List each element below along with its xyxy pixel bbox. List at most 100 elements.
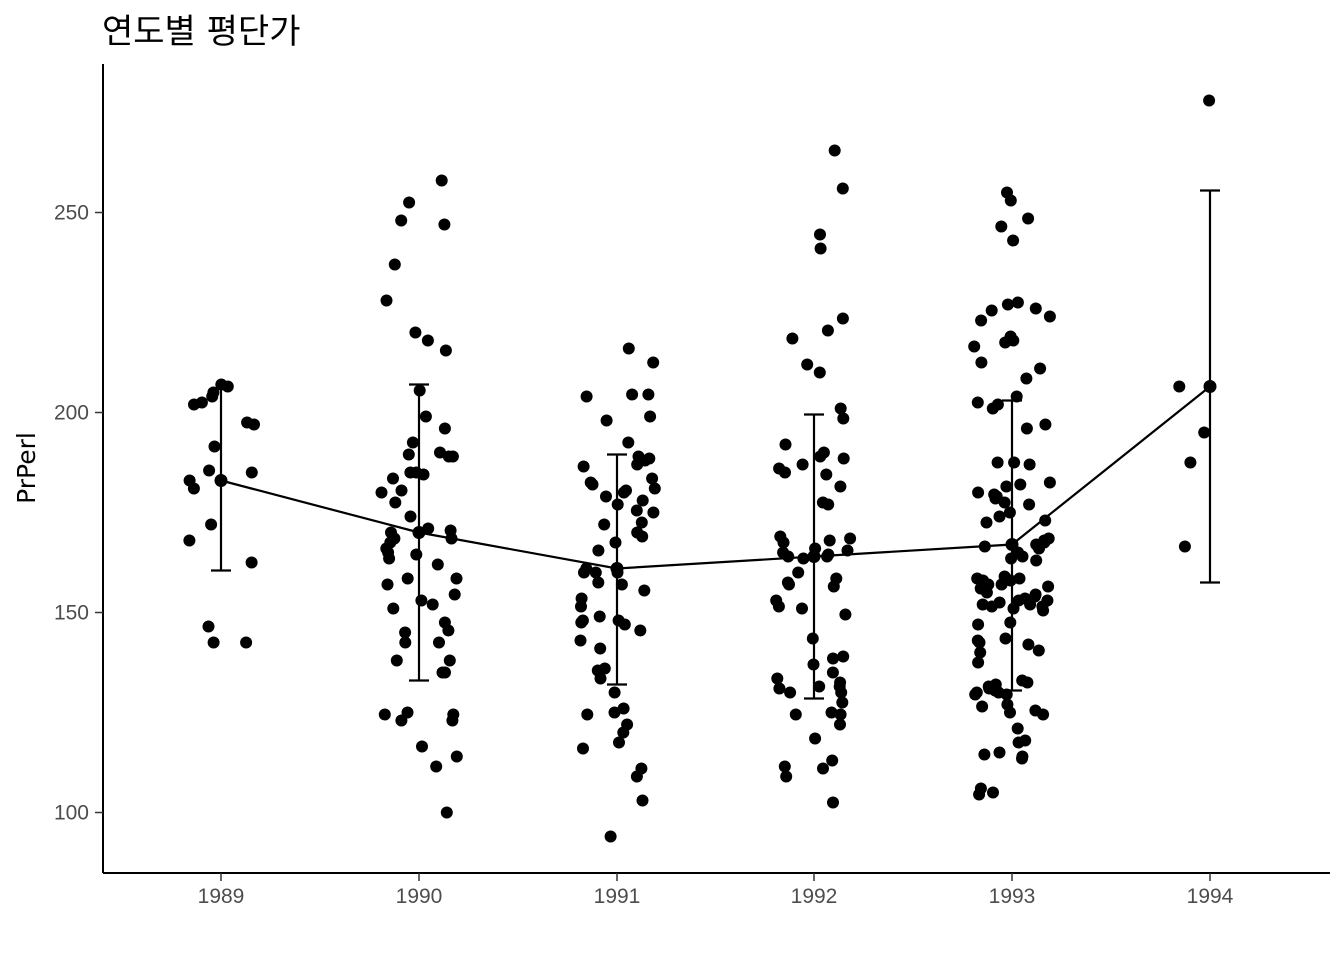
data-point	[772, 600, 785, 613]
data-point	[598, 518, 611, 531]
data-point	[980, 516, 993, 529]
data-point	[415, 594, 428, 607]
data-point	[593, 610, 606, 623]
data-point	[1024, 598, 1037, 611]
data-point	[972, 618, 985, 631]
data-point	[839, 608, 852, 621]
data-point	[817, 762, 829, 775]
data-point	[995, 220, 1008, 233]
ticks-layer: 100 150 200 250 1989 1990 1991 1992 1993 1994	[54, 202, 1234, 909]
data-point	[771, 672, 784, 685]
y-tick-label: 200	[54, 402, 89, 425]
data-point	[600, 490, 612, 503]
data-point	[630, 770, 643, 783]
data-point	[995, 578, 1008, 591]
data-point	[1039, 514, 1052, 527]
data-point	[1004, 706, 1016, 719]
data-point	[241, 416, 254, 429]
data-point	[389, 496, 402, 509]
data-point	[1030, 554, 1043, 567]
data-point	[207, 636, 220, 649]
data-point	[426, 598, 439, 611]
data-point	[435, 174, 448, 187]
data-point	[648, 482, 661, 495]
data-point	[443, 654, 456, 667]
data-point	[976, 700, 989, 713]
data-point	[783, 578, 795, 591]
data-point	[1007, 602, 1020, 615]
data-point	[993, 510, 1006, 523]
data-point	[378, 708, 391, 721]
data-point	[399, 636, 412, 649]
data-point	[577, 742, 589, 755]
mean-point	[807, 550, 821, 563]
data-point	[575, 600, 587, 613]
data-point	[1003, 506, 1016, 519]
data-point	[594, 672, 607, 685]
data-point	[404, 466, 417, 479]
data-point	[991, 456, 1004, 469]
data-point	[801, 358, 814, 371]
data-point	[844, 532, 857, 545]
data-point	[622, 436, 635, 449]
data-point	[821, 324, 834, 337]
data-point	[390, 654, 403, 667]
data-point	[183, 474, 196, 487]
data-point	[993, 746, 1006, 759]
data-point	[406, 436, 419, 449]
data-point	[975, 356, 988, 369]
data-point	[796, 458, 809, 471]
data-point	[380, 294, 393, 307]
data-point	[827, 580, 840, 593]
data-point	[609, 536, 622, 549]
data-point	[820, 468, 833, 481]
x-tick-label: 1991	[594, 885, 641, 908]
data-point	[826, 754, 839, 767]
data-point	[777, 536, 790, 549]
data-point	[834, 480, 847, 493]
mean-line	[220, 385, 1211, 570]
data-point	[1007, 234, 1020, 247]
y-tick-label: 250	[54, 202, 89, 225]
data-point	[1011, 722, 1024, 735]
data-point	[779, 438, 792, 451]
data-point	[1039, 418, 1052, 431]
data-point	[1011, 296, 1024, 309]
data-point	[617, 702, 630, 715]
data-point	[578, 566, 590, 579]
data-point	[433, 636, 445, 649]
data-point	[395, 484, 408, 497]
data-point	[773, 682, 786, 695]
data-point	[1016, 752, 1028, 765]
y-axis-label: PrPerl	[12, 432, 41, 504]
data-point	[636, 794, 649, 807]
data-point	[1020, 422, 1033, 435]
data-point	[1021, 676, 1034, 689]
data-point	[574, 634, 587, 647]
data-point	[416, 740, 428, 753]
data-point	[592, 544, 605, 557]
data-point	[972, 656, 985, 669]
mean-point	[1005, 538, 1019, 551]
data-point	[1032, 644, 1045, 657]
data-point	[626, 388, 639, 401]
data-point	[439, 344, 452, 357]
data-point	[782, 550, 795, 563]
data-point	[1029, 302, 1042, 315]
data-point	[814, 450, 827, 463]
data-point	[834, 708, 847, 721]
data-point	[1022, 638, 1035, 651]
data-point	[789, 708, 802, 721]
data-point	[240, 636, 253, 649]
data-point	[780, 770, 793, 783]
data-point	[837, 412, 850, 425]
data-point	[402, 448, 415, 461]
data-point	[813, 680, 826, 693]
data-point	[647, 356, 660, 369]
data-point	[1043, 310, 1056, 323]
data-point	[1023, 498, 1036, 511]
data-point	[999, 632, 1012, 645]
data-point	[796, 602, 808, 615]
data-point	[409, 326, 422, 339]
data-point	[823, 534, 836, 547]
